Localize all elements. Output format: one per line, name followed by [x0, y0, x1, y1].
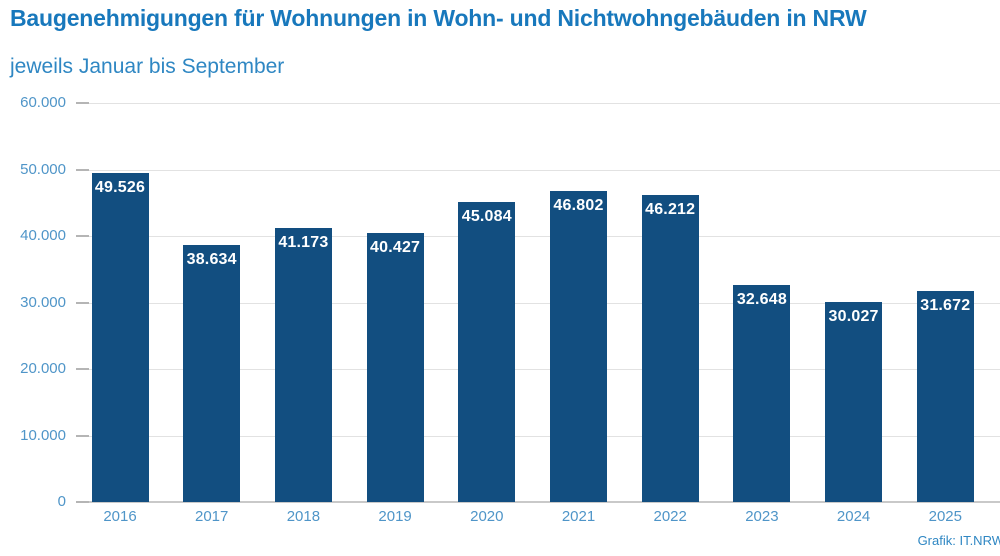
y-axis-label: 50.000 [20, 160, 66, 178]
x-axis-label: 2022 [653, 508, 687, 525]
y-axis-tick [76, 168, 89, 171]
bar: 38.634 [183, 245, 241, 502]
bar-value-label: 38.634 [186, 251, 237, 269]
y-axis-tick [76, 368, 89, 370]
x-axis-label: 2020 [470, 508, 504, 525]
bar: 40.427 [366, 233, 424, 502]
x-axis-label: 2017 [195, 508, 229, 525]
gridline [76, 436, 1000, 437]
bar-value-label: 31.672 [920, 297, 971, 315]
bar-value-label: 46.212 [645, 200, 696, 218]
y-axis-label: 40.000 [20, 227, 66, 244]
bar: 30.027 [825, 302, 883, 502]
gridline [76, 103, 1000, 104]
bar: 46.212 [641, 194, 699, 502]
bar: 32.648 [733, 284, 791, 502]
chart-credit: Grafik: IT.NRW [917, 533, 1000, 548]
y-axis-tick [76, 434, 89, 437]
bar-value-label: 45.084 [461, 208, 512, 226]
bar-value-label: 49.526 [94, 178, 146, 196]
x-axis-label: 2024 [836, 508, 871, 525]
y-axis-label: 60.000 [20, 94, 66, 111]
y-axis-label: 10.000 [20, 426, 66, 444]
y-axis-tick [76, 235, 89, 237]
y-axis-label: 20.000 [20, 360, 66, 377]
y-axis-tick [76, 301, 89, 304]
chart-subtitle: jeweils Januar bis September [10, 55, 285, 78]
gridline [76, 236, 1000, 237]
bar: 31.672 [916, 291, 974, 502]
gridline [76, 303, 1000, 304]
gridline [76, 369, 1000, 370]
chart-title: Baugenehmigungen für Wohnungen in Wohn- … [10, 5, 867, 31]
y-axis-label: 0 [57, 493, 66, 510]
bar-value-label: 30.027 [828, 308, 879, 326]
x-axis-label: 2016 [103, 508, 137, 525]
y-axis-tick [76, 501, 89, 503]
bar: 49.526 [91, 172, 149, 502]
x-axis-label: 2025 [928, 508, 962, 525]
x-axis-label: 2023 [745, 508, 779, 525]
y-axis-label: 30.000 [20, 293, 66, 311]
x-axis-label: 2019 [378, 508, 412, 525]
gridline [76, 170, 1000, 171]
bar-value-label: 40.427 [370, 239, 421, 257]
bar-value-label: 32.648 [736, 290, 787, 308]
bar: 41.173 [274, 228, 332, 502]
bar: 46.802 [550, 190, 607, 502]
y-axis-tick [76, 102, 89, 104]
x-axis-label: 2018 [286, 508, 321, 525]
bar: 45.084 [458, 202, 516, 502]
bar-value-label: 41.173 [278, 234, 329, 252]
x-axis-baseline [76, 501, 1000, 503]
x-axis-label: 2021 [561, 508, 596, 525]
bar-value-label: 46.802 [553, 196, 604, 214]
